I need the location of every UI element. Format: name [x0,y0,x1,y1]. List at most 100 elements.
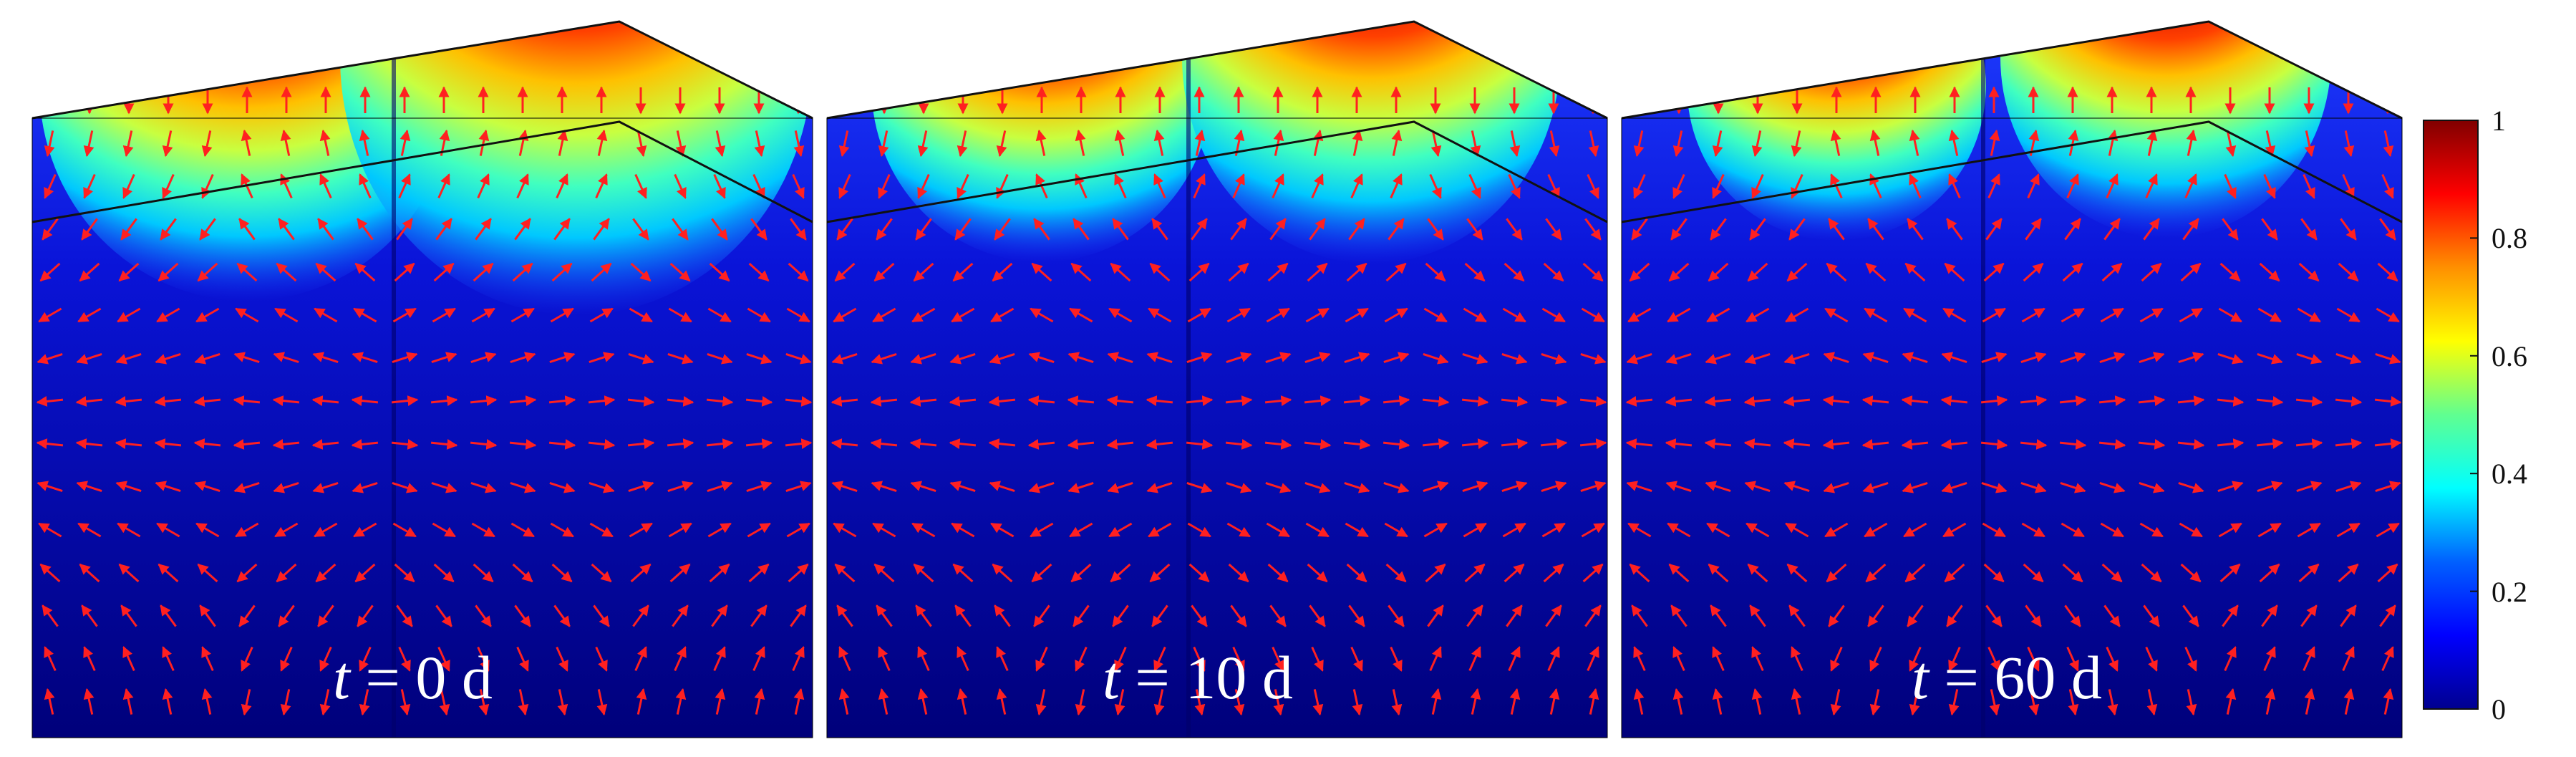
velocity-arrow [77,522,102,538]
colorbar-tick-label-0-4: 0.4 [2492,458,2527,490]
velocity-arrow [992,563,1013,583]
velocity-arrow [917,688,929,715]
velocity-arrow [785,481,812,492]
velocity-arrow [748,563,770,583]
velocity-arrow [1865,262,1887,282]
velocity-arrow [400,689,411,716]
velocity-arrow [2335,481,2362,492]
velocity-arrow [351,395,379,406]
velocity-arrow [1783,396,1811,407]
velocity-arrow [1743,438,1771,449]
velocity-arrow [81,218,98,241]
velocity-arrow [1225,439,1253,450]
velocity-arrow [988,396,1016,407]
velocity-arrow [1788,604,1806,627]
velocity-arrow [471,307,495,323]
velocity-arrow [1273,689,1284,716]
velocity-arrow [1346,563,1367,583]
velocity-arrow [1388,604,1405,627]
velocity-arrow [1466,604,1483,627]
velocity-arrow [1783,438,1811,449]
velocity-arrow [1791,130,1802,158]
velocity-arrow [1346,262,1367,282]
velocity-arrow [1464,262,1486,282]
velocity-arrow [667,353,694,365]
velocity-arrow [1580,481,1607,492]
velocity-arrow [1587,173,1599,199]
velocity-arrow [396,218,413,241]
velocity-arrow [1706,307,1730,323]
velocity-arrow [634,173,647,199]
velocity-arrow [1751,646,1764,672]
velocity-arrow [788,563,809,583]
velocity-arrow [634,646,647,672]
velocity-arrow [1980,439,2008,450]
velocity-arrow [312,352,339,363]
velocity-arrow [2381,173,2394,199]
velocity-arrow [1987,173,2000,199]
velocity-arrow [996,130,1007,158]
velocity-arrow [274,307,299,323]
velocity-arrow [201,646,214,672]
velocity-arrow [957,688,968,715]
velocity-arrow [44,173,57,199]
velocity-arrow [1348,218,1365,241]
velocity-arrow [2059,395,2087,406]
velocity-arrow [1033,218,1050,241]
velocity-arrow [319,173,332,199]
velocity-arrow [1146,482,1173,493]
velocity-arrow [1272,646,1284,672]
velocity-arrow [81,604,98,627]
velocity-arrow [1343,395,1371,406]
velocity-arrow [1226,522,1251,538]
velocity-arrow [2259,262,2280,282]
velocity-arrow [1665,481,1692,492]
velocity-arrow [162,130,173,158]
velocity-arrow [512,262,533,282]
velocity-arrow [1391,689,1403,716]
velocity-arrow [1867,218,1884,241]
velocity-arrow [989,481,1015,492]
velocity-arrow [668,307,692,323]
velocity-arrow [1869,646,1882,672]
velocity-arrow [706,396,734,407]
velocity-arrow [1226,352,1252,363]
velocity-arrow [1269,218,1287,241]
velocity-arrow [193,396,221,407]
velocity-arrow [957,130,968,158]
velocity-arrow [122,130,134,158]
velocity-arrow [551,563,573,583]
velocity-arrow [83,646,96,672]
velocity-arrow [311,395,339,406]
velocity-field [831,86,1607,716]
velocity-arrow [2222,604,2239,627]
velocity-arrow [1823,482,1849,493]
velocity-arrow [1425,262,1446,282]
velocity-arrow [1627,307,1652,323]
velocity-arrow [1146,352,1173,363]
velocity-arrow [359,689,370,716]
colorbar-tick-label-0: 0 [2492,693,2506,725]
velocity-arrow [2338,262,2359,282]
colorbar-tick-label-0-2: 0.2 [2492,576,2527,608]
velocity-arrow [1704,438,1732,449]
velocity-arrow [391,439,419,450]
velocity-arrow [630,262,652,282]
velocity-arrow [2186,129,2197,156]
velocity-arrow [1391,129,1403,156]
velocity-arrow [115,353,142,365]
velocity-arrow [1980,395,2008,406]
velocity-arrow [158,262,179,282]
velocity-arrow [711,218,728,241]
velocity-arrow [1502,522,1526,538]
velocity-arrow [675,130,687,158]
velocity-arrow [1508,173,1521,199]
velocity-arrow [1468,173,1481,199]
velocity-arrow [754,130,765,158]
velocity-arrow [1948,689,1960,716]
velocity-arrow [1070,563,1092,583]
velocity-arrow [2100,307,2124,323]
velocity-arrow [1067,439,1095,450]
velocity-arrow [1506,218,1523,241]
